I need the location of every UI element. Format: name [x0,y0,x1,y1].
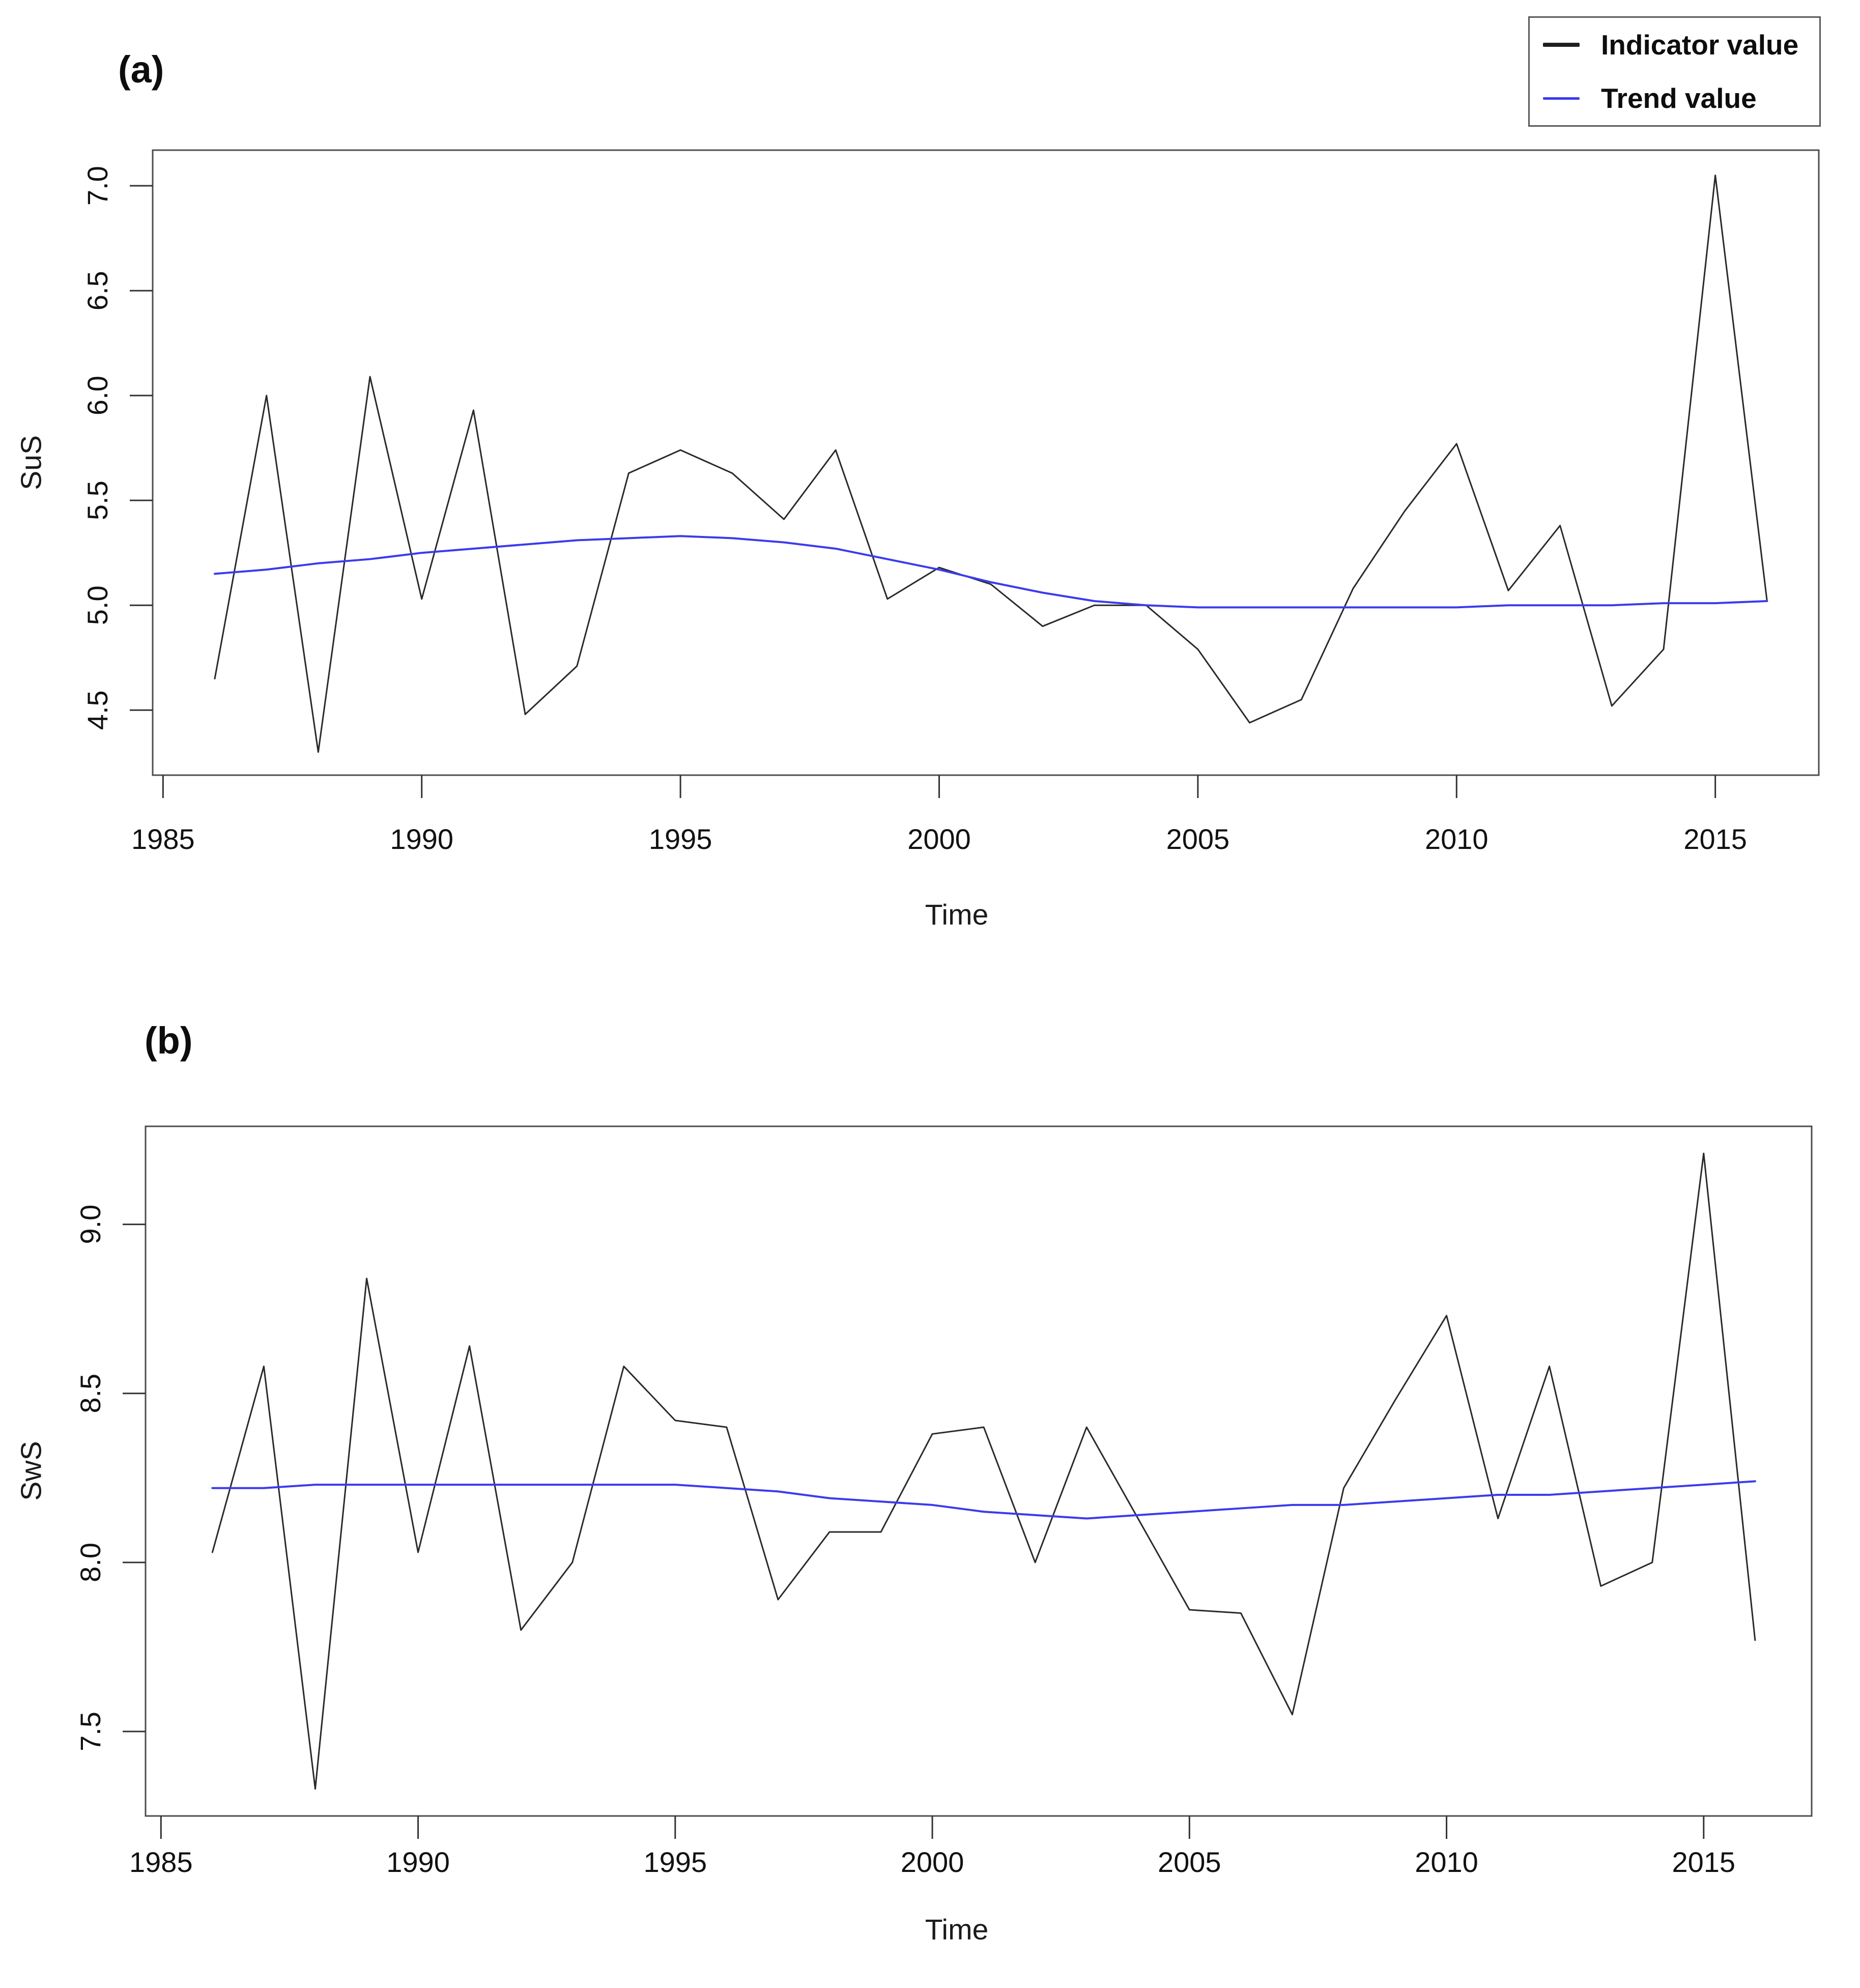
legend: Indicator value Trend value [1528,16,1821,127]
y-axis-title-sus: SuS [15,435,48,490]
x-axis-title-time-a: Time [925,898,989,931]
x-tick-label-b: 2000 [901,1846,964,1878]
indicator-line-b [211,1152,1756,1790]
legend-item-indicator: Indicator value [1530,18,1819,72]
indicator-line-a [214,174,1768,753]
plot-box-b [145,1125,1813,1817]
y-tick-label-a: 7.0 [81,166,113,206]
x-tick-label-b: 2005 [1158,1846,1221,1878]
x-tick-label-b: 1985 [129,1846,193,1878]
y-tick-label-a: 4.5 [81,690,113,730]
y-tick-label-a: 6.5 [81,271,113,310]
x-tick-label-b: 1995 [644,1846,707,1878]
trend-line-a [214,535,1768,609]
trend-line-b [211,1480,1756,1520]
panel-label-b: (b) [145,1019,193,1062]
x-axis-title-time-b: Time [925,1913,989,1946]
x-tick-label-a: 1985 [131,823,195,855]
y-axis-title-sws: SwS [15,1441,48,1501]
legend-label-trend: Trend value [1601,82,1757,115]
y-tick-label-a: 5.5 [81,480,113,520]
y-tick-label-a: 6.0 [81,376,113,415]
x-tick-label-a: 1990 [390,823,453,855]
x-tick-label-a: 1995 [649,823,712,855]
y-tick-label-a: 5.0 [81,585,113,625]
legend-label-indicator: Indicator value [1601,29,1799,61]
indicator-line-sample [1543,42,1580,47]
x-tick-label-a: 2000 [907,823,971,855]
y-tick-label-b: 9.0 [74,1205,106,1244]
trend-line-sample [1543,97,1580,100]
plot-box-a [152,149,1820,776]
y-tick-label-b: 7.5 [74,1712,106,1751]
x-tick-label-b: 2010 [1415,1846,1478,1878]
x-tick-label-b: 1990 [386,1846,450,1878]
x-tick-label-a: 2010 [1425,823,1489,855]
x-tick-label-a: 2015 [1683,823,1747,855]
legend-item-trend: Trend value [1530,72,1819,126]
y-tick-label-b: 8.5 [74,1374,106,1413]
x-tick-label-a: 2005 [1166,823,1230,855]
y-tick-label-b: 8.0 [74,1543,106,1582]
x-tick-label-b: 2015 [1672,1846,1736,1878]
panel-label-a: (a) [118,48,164,91]
